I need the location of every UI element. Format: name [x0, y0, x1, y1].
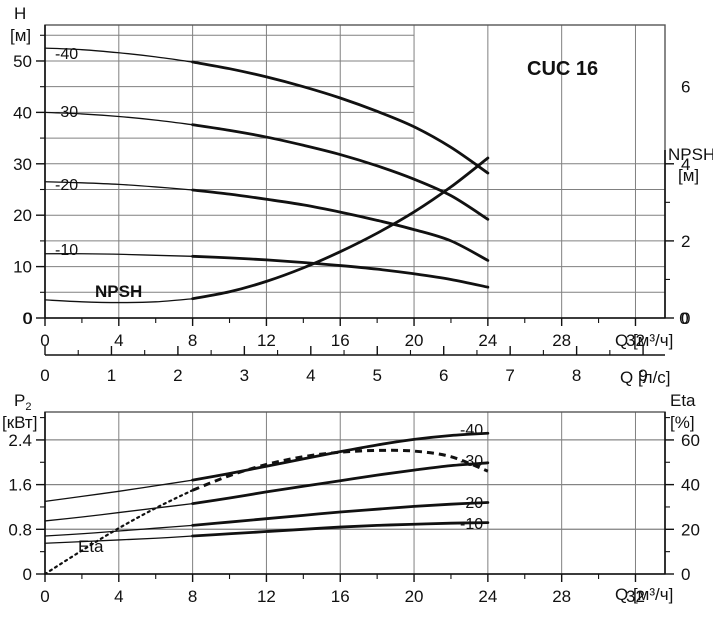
top-y2-ticklabel: 2: [681, 232, 690, 251]
bottom-y-ticklabel: 0.8: [8, 520, 32, 539]
top-x2-ticklabel: 5: [373, 366, 382, 385]
bottom-y2-ticklabel: 60: [681, 431, 700, 450]
top-y2-axis-title-npsh: NPSH: [668, 145, 713, 164]
top-x-axis-title: Q [м³/ч]: [615, 331, 673, 350]
top-x2-ticklabel: 3: [240, 366, 249, 385]
top-y2-axis-title-unit: [м]: [678, 166, 699, 185]
top-y-ticklabel: 30: [13, 155, 32, 174]
top-x-ticklabel: 16: [331, 331, 350, 350]
top-y2-ticklabel: 6: [681, 78, 690, 97]
bottom-y2-axis-title-unit: [%]: [670, 413, 695, 432]
top-x2-axis-title: Q [л/с]: [620, 368, 671, 387]
bottom-curve-label-20: -20: [460, 495, 483, 512]
top-x-axis-zero-right: 0: [679, 309, 688, 328]
bottom-x-ticklabel: 16: [331, 587, 350, 606]
sheet-background: [0, 0, 713, 634]
top-x2-ticklabel: 4: [306, 366, 315, 385]
top-x2-ticklabel: 1: [107, 366, 116, 385]
top-x2-ticklabel: 2: [173, 366, 182, 385]
bottom-curve-label-10: -10: [460, 516, 483, 533]
bottom-curve-label-40: -40: [460, 422, 483, 439]
top-y-axis-title-unit: [м]: [10, 26, 31, 45]
bottom-y-ticklabel: 2.4: [8, 431, 32, 450]
top-x-ticklabel: 4: [114, 331, 123, 350]
top-curve-label-40: -40: [55, 46, 78, 63]
bottom-x-ticklabel: 28: [552, 587, 571, 606]
top-x-axis-zero-left: 0: [23, 309, 32, 328]
bottom-y2-ticklabel: 0: [681, 565, 690, 584]
top-curve-label-10: -10: [55, 242, 78, 259]
bottom-y-axis-title-unit: [кВт]: [2, 413, 37, 432]
top-x2-ticklabel: 6: [439, 366, 448, 385]
bottom-x-ticklabel: 12: [257, 587, 276, 606]
top-curve-label-30: -30: [55, 104, 78, 121]
bottom-x-ticklabel: 8: [188, 587, 197, 606]
bottom-y-ticklabel: 1.6: [8, 476, 32, 495]
page-title: CUC 16: [527, 58, 598, 80]
bottom-y2-axis-title-eta: Eta: [670, 391, 696, 410]
top-x-ticklabel: 20: [405, 331, 424, 350]
top-x-ticklabel: 24: [478, 331, 497, 350]
bottom-y2-ticklabel: 20: [681, 520, 700, 539]
top-x2-ticklabel: 7: [505, 366, 514, 385]
top-x2-ticklabel: 8: [572, 366, 581, 385]
bottom-x-ticklabel: 4: [114, 587, 123, 606]
bottom-x-axis-title: Q [м³/ч]: [615, 585, 673, 604]
pump-performance-curve-sheet: 50403020100 6420 048121620242832 0123456…: [0, 0, 713, 634]
bottom-y2-ticklabel: 40: [681, 476, 700, 495]
bottom-x-ticklabel: 24: [478, 587, 497, 606]
top-curve-label-20: -20: [55, 177, 78, 194]
top-y-ticklabel: 10: [13, 258, 32, 277]
top-x2-ticklabel: 0: [40, 366, 49, 385]
top-y-ticklabel: 20: [13, 206, 32, 225]
bottom-y-ticklabel: 0: [23, 565, 32, 584]
top-y-ticklabel: 40: [13, 103, 32, 122]
npsh-curve-label: NPSH: [95, 282, 142, 301]
top-x-ticklabel: 28: [552, 331, 571, 350]
top-y-ticklabel: 50: [13, 52, 32, 71]
bottom-x-ticklabel: 0: [40, 587, 49, 606]
top-x-ticklabel: 12: [257, 331, 276, 350]
bottom-curve-label-30: -30: [460, 453, 483, 470]
top-y-axis-title-h: H: [14, 4, 26, 23]
eta-curve-label: Eta: [78, 537, 104, 556]
top-x-ticklabel: 8: [188, 331, 197, 350]
performance-chart-svg: 50403020100 6420 048121620242832 0123456…: [0, 0, 713, 634]
bottom-x-ticklabel: 20: [405, 587, 424, 606]
